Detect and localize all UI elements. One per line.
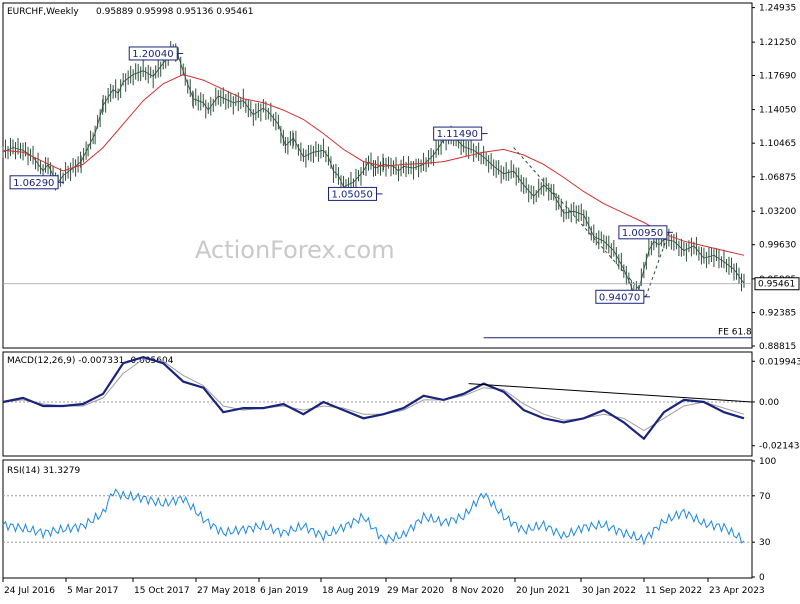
- rsi-tick-label: 0: [759, 573, 765, 583]
- x-tick-label: 24 Jul 2016: [4, 586, 55, 596]
- price-label: 0.94070: [599, 292, 640, 303]
- axis-layer: 1.24935 1.21250 1.17690 1.14050 1.10465 1.068…: [2, 4, 800, 596]
- moving-average-line: [2, 73, 745, 256]
- current-price-box: [754, 277, 800, 291]
- symbol-label: EURCHF,Weekly: [7, 7, 79, 17]
- price-tick-label: 1.14050: [759, 106, 796, 116]
- price-label: 1.20040: [132, 49, 173, 60]
- x-tick-label: 20 Jun 2021: [516, 586, 570, 596]
- rsi-line: [2, 488, 745, 546]
- macd-tick-label: 0.00: [759, 398, 779, 408]
- price-panel: [2, 2, 753, 349]
- macd-tick-label: -0.021434: [759, 442, 800, 452]
- close-line: [2, 48, 745, 294]
- price-label: 1.11490: [437, 129, 478, 140]
- x-tick-label: 11 Sep 2022: [645, 586, 702, 596]
- price-tick-label: 1.06875: [759, 173, 796, 183]
- rsi-tick-label: 70: [759, 492, 771, 502]
- price-tick-label: 1.24935: [759, 4, 796, 14]
- current-price-label: 0.95461: [758, 280, 795, 290]
- price-tick-label: 1.10465: [759, 139, 796, 149]
- macd-trendline: [468, 383, 753, 403]
- macd-tick-label: 0.019943: [759, 357, 800, 367]
- macd-line: [2, 355, 745, 441]
- price-tick-label: 0.99630: [759, 241, 796, 251]
- rsi-layer: [2, 488, 752, 546]
- price-layer: 1.20040 1.06290 1.05050 1.11490 1.00950 0.940…: [2, 40, 752, 339]
- price-tick-label: 0.88815: [759, 342, 796, 352]
- price-label: 1.00950: [622, 228, 663, 239]
- x-tick-label: 5 Mar 2017: [67, 586, 118, 596]
- fe-label: FE 61.8: [718, 328, 752, 338]
- x-tick-label: 29 Mar 2020: [387, 586, 444, 596]
- rsi-tick-label: 30: [759, 538, 771, 548]
- x-tick-label: 27 May 2018: [197, 586, 256, 596]
- x-tick-label: 23 Apr 2023: [709, 586, 765, 596]
- price-tick-label: 1.03200: [759, 207, 796, 217]
- ohlc-label: 0.95889 0.95998 0.95136 0.95461: [96, 7, 253, 17]
- macd-signal-line: [2, 358, 745, 432]
- rsi-title: RSI(14) 31.3279: [7, 466, 80, 476]
- x-tick-label: 15 Oct 2017: [134, 586, 190, 596]
- rsi-tick-label: 100: [759, 457, 776, 467]
- watermark: ActionForex.com: [195, 236, 395, 264]
- price-label: 1.05050: [332, 189, 373, 200]
- x-tick-label: 30 Jan 2022: [582, 586, 636, 596]
- macd-panel: [2, 351, 753, 457]
- price-tick-label: 0.92385: [759, 309, 796, 319]
- rsi-panel: [2, 459, 753, 579]
- price-label: 1.06290: [13, 178, 54, 189]
- price-tick-label: 1.17690: [759, 71, 796, 81]
- price-tick-label: 1.21250: [759, 38, 796, 48]
- macd-layer: [2, 355, 753, 441]
- x-tick-label: 18 Aug 2019: [322, 586, 380, 596]
- x-tick-label: 8 Nov 2020: [452, 586, 504, 596]
- macd-title: MACD(12,26,9) -0.007331 -0.005604: [7, 356, 174, 366]
- x-tick-label: 6 Jan 2019: [260, 586, 308, 596]
